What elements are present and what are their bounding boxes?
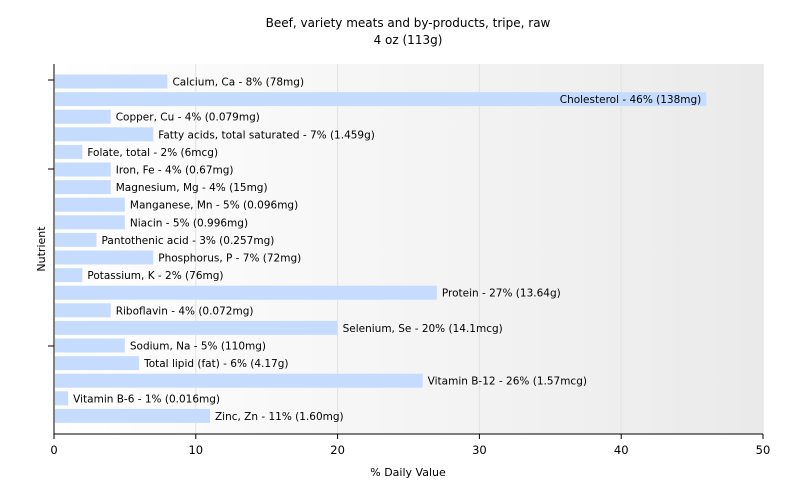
bar bbox=[55, 285, 437, 300]
bar-label: Copper, Cu - 4% (0.079mg) bbox=[116, 112, 260, 124]
x-tick-label: 20 bbox=[330, 443, 345, 457]
bar bbox=[55, 197, 125, 212]
bar bbox=[55, 144, 83, 159]
x-tick-label: 40 bbox=[614, 443, 629, 457]
bar-label: Potassium, K - 2% (76mg) bbox=[87, 270, 223, 282]
plot-background bbox=[54, 64, 763, 434]
bar-label: Zinc, Zn - 11% (1.60mg) bbox=[215, 411, 344, 423]
gridlines bbox=[195, 64, 764, 434]
bar-label: Niacin - 5% (0.996mg) bbox=[130, 217, 248, 229]
bar-label: Manganese, Mn - 5% (0.096mg) bbox=[130, 200, 298, 212]
bar-label: Riboflavin - 4% (0.072mg) bbox=[116, 305, 254, 317]
bar bbox=[55, 232, 97, 247]
bar bbox=[55, 74, 168, 89]
bar-label: Vitamin B-6 - 1% (0.016mg) bbox=[73, 393, 220, 405]
bar bbox=[55, 356, 140, 371]
bar-label: Folate, total - 2% (6mcg) bbox=[87, 147, 218, 159]
bar bbox=[55, 268, 83, 283]
bar bbox=[55, 92, 707, 107]
bar bbox=[55, 408, 210, 423]
bar-label: Cholesterol - 46% (138mg) bbox=[560, 94, 702, 106]
x-tick-label: 0 bbox=[50, 443, 57, 457]
bar-label: Iron, Fe - 4% (0.67mg) bbox=[116, 165, 234, 177]
chart-subtitle: 4 oz (113g) bbox=[374, 33, 443, 47]
bar bbox=[55, 391, 69, 406]
x-tick-label: 50 bbox=[756, 443, 771, 457]
bar bbox=[55, 250, 154, 265]
bar-label: Selenium, Se - 20% (14.1mcg) bbox=[343, 323, 503, 335]
chart-title: Beef, variety meats and by-products, tri… bbox=[266, 16, 551, 30]
bar-label: Fatty acids, total saturated - 7% (1.459… bbox=[158, 129, 375, 141]
bar bbox=[55, 303, 111, 318]
y-ticks bbox=[48, 79, 54, 347]
bar bbox=[55, 338, 125, 353]
x-tick-label: 10 bbox=[188, 443, 203, 457]
bar bbox=[55, 373, 423, 388]
bar-label: Total lipid (fat) - 6% (4.17g) bbox=[143, 358, 288, 370]
bar bbox=[55, 215, 125, 230]
bar bbox=[55, 180, 111, 195]
bar bbox=[55, 127, 154, 142]
bar bbox=[55, 162, 111, 177]
y-axis-title: Nutrient bbox=[35, 226, 48, 272]
bar-label: Phosphorus, P - 7% (72mg) bbox=[158, 253, 301, 265]
bar-label: Pantothenic acid - 3% (0.257mg) bbox=[102, 235, 275, 247]
bar-labels: Calcium, Ca - 8% (78mg) Cholesterol - 46%… bbox=[73, 77, 701, 423]
axes bbox=[53, 64, 763, 435]
bar-label: Calcium, Ca - 8% (78mg) bbox=[172, 77, 304, 89]
x-ticks: 0 10 20 30 40 50 bbox=[50, 434, 770, 457]
x-tick-label: 30 bbox=[472, 443, 487, 457]
bar-label: Vitamin B-12 - 26% (1.57mcg) bbox=[428, 376, 587, 388]
bar-label: Protein - 27% (13.64g) bbox=[442, 288, 561, 300]
bar-label: Sodium, Na - 5% (110mg) bbox=[130, 341, 266, 353]
bars bbox=[55, 74, 707, 423]
bar bbox=[55, 320, 338, 335]
bar-label: Magnesium, Mg - 4% (15mg) bbox=[116, 182, 268, 194]
x-axis-title: % Daily Value bbox=[370, 466, 446, 479]
bar bbox=[55, 109, 111, 124]
